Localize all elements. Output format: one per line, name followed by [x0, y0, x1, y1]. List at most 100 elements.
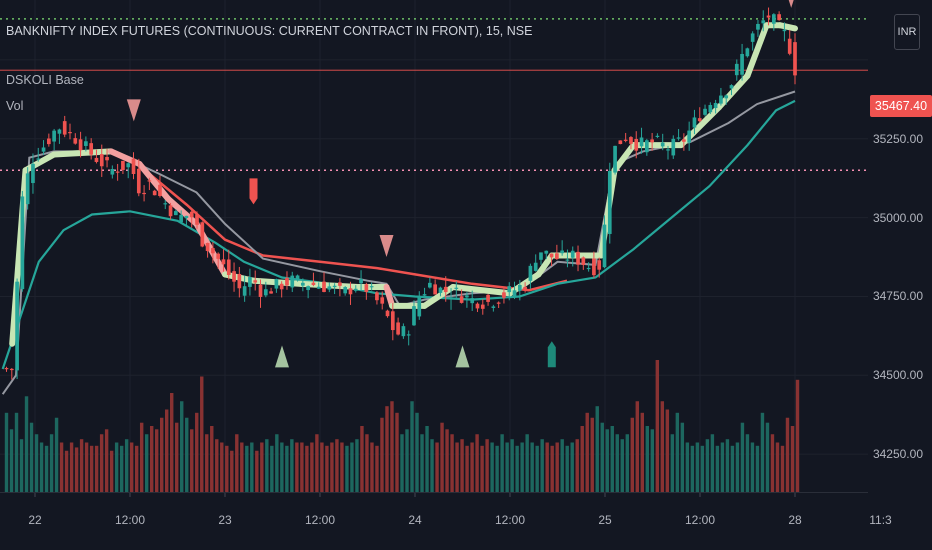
currency-button[interactable]: INR	[894, 14, 920, 50]
candle-body	[676, 137, 681, 139]
candle-body	[396, 322, 400, 335]
volume-bar	[180, 401, 184, 492]
candle-body	[734, 63, 739, 76]
candle-body	[533, 262, 538, 271]
volume-bar	[195, 412, 199, 492]
candle-body	[338, 282, 342, 286]
candle-body	[486, 294, 490, 302]
volume-bar	[705, 439, 710, 492]
volume-bar	[475, 434, 479, 492]
candle-body	[761, 20, 766, 24]
volume-bar	[240, 442, 244, 492]
candle-body	[459, 296, 464, 303]
volume-bar	[505, 442, 509, 492]
time-label: 25	[598, 513, 612, 527]
candle-body	[306, 286, 310, 291]
volume-bar	[450, 434, 454, 492]
candle-body	[692, 117, 697, 128]
candle-body	[682, 139, 686, 142]
volume-bar	[24, 396, 29, 492]
candle-body	[586, 267, 591, 270]
candle-body	[465, 295, 469, 298]
volume-bar	[175, 422, 179, 492]
sell-signal-triangle	[788, 0, 794, 8]
base-band-segment	[744, 22, 770, 79]
volume-bar	[430, 439, 434, 492]
candle-body	[433, 284, 437, 295]
base-band-segment	[51, 148, 114, 158]
volume-bar	[200, 376, 204, 492]
candle-body	[390, 311, 395, 331]
volume-bar	[139, 422, 144, 492]
volume-bar	[185, 417, 189, 492]
price-label: 35250.00	[872, 131, 923, 146]
candle-body	[36, 158, 41, 160]
candle-body	[740, 53, 744, 75]
volume-bar	[700, 445, 705, 492]
price-scale[interactable]	[870, 0, 932, 550]
indicator-label[interactable]: DSKOLI Base	[6, 73, 84, 87]
candle-body	[607, 170, 612, 234]
candle-body	[491, 306, 496, 308]
volume-bar	[620, 439, 624, 492]
candle-body	[136, 168, 141, 194]
candle-body	[163, 203, 168, 205]
base-band-segment	[450, 284, 513, 297]
volume-bar	[114, 442, 119, 492]
volume-bar	[34, 434, 39, 492]
candle-body	[771, 14, 776, 24]
candle-body	[147, 180, 152, 182]
volume-bar	[720, 442, 725, 492]
buy-signal-tag	[547, 341, 556, 368]
volume-bar	[460, 439, 464, 492]
volume-label[interactable]: Vol	[6, 99, 24, 113]
sell-signal-triangle	[126, 99, 141, 122]
volume-bar	[165, 409, 169, 492]
candle-body	[496, 302, 501, 304]
candle-body	[385, 310, 390, 317]
candle-body	[263, 289, 268, 296]
candle-body	[158, 184, 162, 196]
volume-bar	[385, 406, 389, 492]
candle-body	[253, 280, 258, 283]
volume-bar	[665, 409, 670, 492]
volume-bar	[245, 445, 249, 492]
volume-bar	[470, 442, 474, 492]
volume-bar	[785, 417, 790, 492]
candle-body	[671, 138, 676, 156]
volume-bar	[580, 426, 584, 492]
volume-bar	[170, 393, 174, 492]
time-label: 11:3	[869, 513, 892, 527]
candle-body	[269, 291, 273, 294]
volume-bar	[770, 434, 775, 492]
candle-body	[359, 278, 363, 284]
volume-bar	[270, 445, 274, 492]
volume-bar	[420, 434, 424, 492]
candle-body	[618, 140, 623, 145]
volume-bar	[690, 445, 695, 492]
candle-body	[68, 132, 72, 134]
candle-body	[443, 286, 448, 293]
volume-bar	[280, 442, 284, 492]
chart-title[interactable]: BANKNIFTY INDEX FUTURES (CONTINUOUS: CUR…	[6, 24, 533, 38]
volume-bar	[355, 439, 359, 492]
base-band-segment	[716, 72, 751, 111]
candle-body	[274, 279, 279, 289]
volume-bar	[455, 442, 459, 492]
volume-bar	[415, 412, 419, 492]
volume-bar	[340, 442, 344, 492]
candle-body	[512, 290, 517, 297]
candle-body	[523, 286, 527, 291]
candle-body	[428, 282, 432, 288]
volume-bar	[405, 429, 409, 492]
volume-bar	[670, 434, 675, 492]
volume-bar	[144, 434, 149, 492]
volume-bar	[570, 442, 574, 492]
price-chart[interactable]	[0, 0, 870, 550]
candle-body	[549, 253, 554, 258]
volume-bar	[300, 442, 304, 492]
volume-bar	[465, 445, 469, 492]
volume-bar	[520, 442, 524, 492]
volume-bar	[119, 445, 124, 492]
volume-bar	[210, 426, 214, 492]
